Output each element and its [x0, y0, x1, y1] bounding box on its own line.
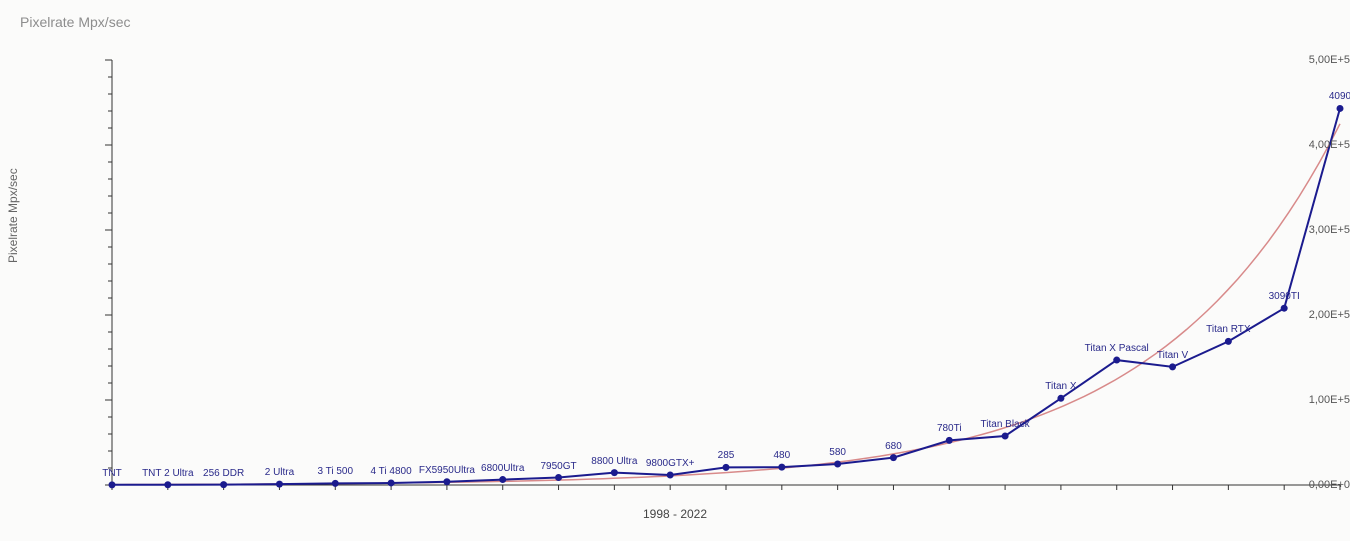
y-tick-label: 4,00E+5 [1250, 139, 1350, 151]
y-tick-label: 0,00E+0 [1250, 479, 1350, 491]
y-tick-label: 5,00E+5 [1250, 54, 1350, 66]
y-tick-label: 2,00E+5 [1250, 309, 1350, 321]
y-tick-label: 1,00E+5 [1250, 394, 1350, 406]
chart-container: Pixelrate Mpx/sec Pixelrate Mpx/sec 1998… [0, 0, 1350, 541]
chart-svg [0, 0, 1350, 541]
y-tick-label: 3,00E+5 [1250, 224, 1350, 236]
